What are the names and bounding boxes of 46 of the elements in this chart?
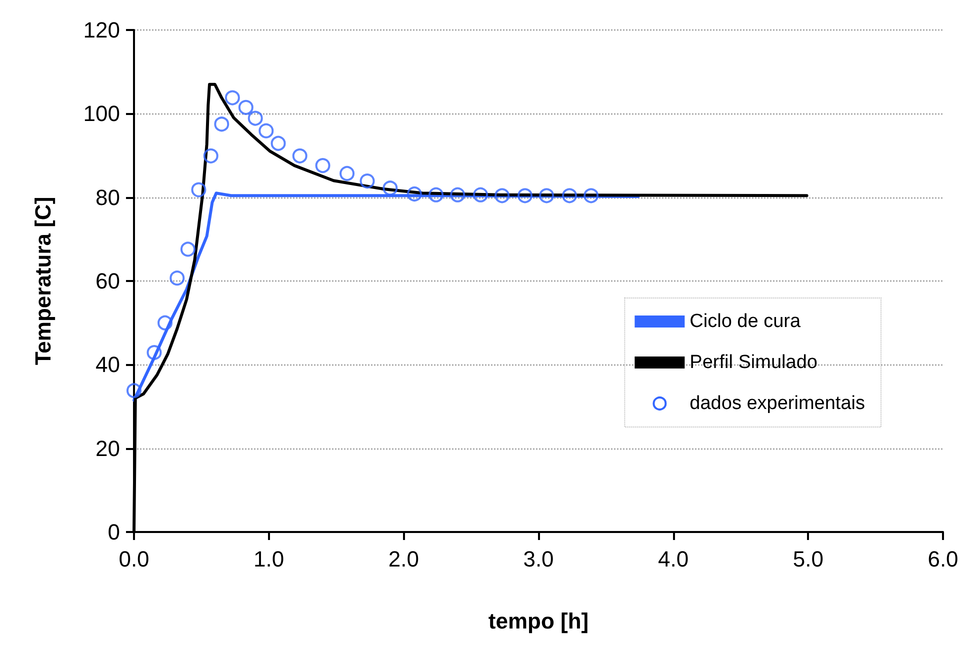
point <box>340 166 355 181</box>
legend-label: Perfil Simulado <box>690 352 818 373</box>
x-tick-label: 0.0 <box>118 546 150 572</box>
point <box>270 136 286 151</box>
point <box>146 345 162 360</box>
point <box>584 188 599 204</box>
point <box>203 148 218 164</box>
point <box>428 187 444 202</box>
x-tick-label: 2.0 <box>388 546 419 572</box>
y-axis-title: Temperatura [C] <box>30 196 56 366</box>
point <box>292 148 308 164</box>
point <box>214 116 230 132</box>
point <box>126 383 142 398</box>
y-tick-label: 20 <box>96 436 120 461</box>
y-tick-label: 40 <box>96 352 120 378</box>
x-tick-label: 1.0 <box>254 546 284 572</box>
point <box>315 158 330 174</box>
x-tick-label: 4.0 <box>658 546 689 572</box>
point <box>248 110 263 126</box>
point <box>224 90 240 106</box>
x-tick-label: 5.0 <box>792 546 824 572</box>
y-tick-label: 60 <box>96 268 120 294</box>
point <box>238 100 254 115</box>
x-tick-label: 6.0 <box>928 546 958 572</box>
point <box>170 270 185 286</box>
point <box>406 186 422 202</box>
point <box>539 188 554 204</box>
y-tick-label: 80 <box>96 184 120 210</box>
point <box>360 174 375 189</box>
point <box>562 188 578 204</box>
legend-label: dados experimentais <box>690 393 866 414</box>
x-axis-title: tempo [h] <box>488 608 589 634</box>
point <box>158 315 173 330</box>
point <box>518 188 533 204</box>
legend-label: Ciclo de cura <box>690 311 801 332</box>
point <box>180 242 196 257</box>
point <box>473 187 488 202</box>
y-tick-label: 120 <box>83 18 120 42</box>
point <box>191 182 206 198</box>
y-tick-label: 0 <box>108 520 120 544</box>
point <box>450 187 466 202</box>
point <box>382 180 398 196</box>
point <box>258 123 274 138</box>
x-tick-label: 3.0 <box>523 546 554 572</box>
point <box>494 188 510 204</box>
y-tick-label: 100 <box>83 101 120 126</box>
